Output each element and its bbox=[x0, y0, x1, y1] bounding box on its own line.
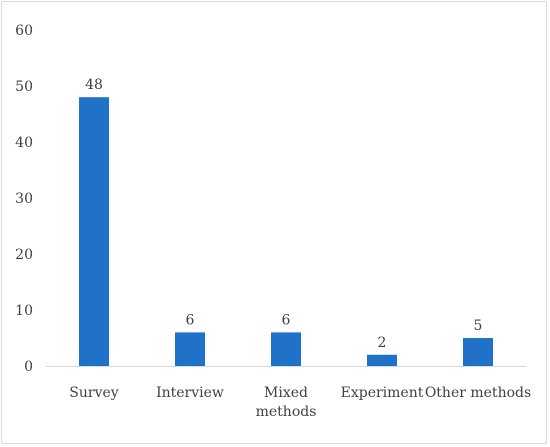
category-label: Mixed methods bbox=[256, 385, 317, 420]
category-labels: Survey Interview Mixed methods Experiment Oth… bbox=[69, 385, 531, 420]
bar-experiment bbox=[367, 354, 397, 366]
y-tick-label: 50 bbox=[15, 79, 33, 95]
data-label: 5 bbox=[474, 318, 483, 334]
y-tick-label: 60 bbox=[15, 23, 33, 39]
category-label: Survey bbox=[69, 385, 118, 401]
bar-mixed-methods bbox=[271, 332, 301, 366]
category-label-line: Survey bbox=[69, 385, 118, 401]
y-tick-label: 20 bbox=[15, 247, 33, 263]
data-label: 6 bbox=[186, 312, 195, 328]
y-tick-label: 0 bbox=[24, 359, 33, 375]
category-label-line: Mixed bbox=[264, 385, 308, 401]
y-tick-label: 40 bbox=[15, 135, 33, 151]
bar-interview bbox=[175, 332, 205, 366]
y-axis-ticks: 0 10 20 30 40 50 60 bbox=[15, 23, 33, 375]
data-label: 2 bbox=[378, 335, 387, 351]
category-label-line: Other methods bbox=[425, 385, 531, 401]
y-tick-label: 30 bbox=[15, 191, 33, 207]
data-label: 6 bbox=[282, 312, 291, 328]
category-label-line: Interview bbox=[156, 385, 224, 401]
bar-other-methods bbox=[463, 338, 493, 366]
data-labels: 48 6 6 2 5 bbox=[85, 77, 482, 351]
category-label-line: methods bbox=[256, 404, 317, 420]
category-label-line: Experiment bbox=[341, 385, 424, 401]
bar-survey bbox=[79, 97, 109, 366]
category-label: Experiment bbox=[341, 385, 424, 401]
data-label: 48 bbox=[85, 77, 103, 93]
y-tick-label: 10 bbox=[15, 303, 33, 319]
bars bbox=[79, 97, 493, 366]
category-label: Interview bbox=[156, 385, 224, 401]
category-label: Other methods bbox=[425, 385, 531, 401]
